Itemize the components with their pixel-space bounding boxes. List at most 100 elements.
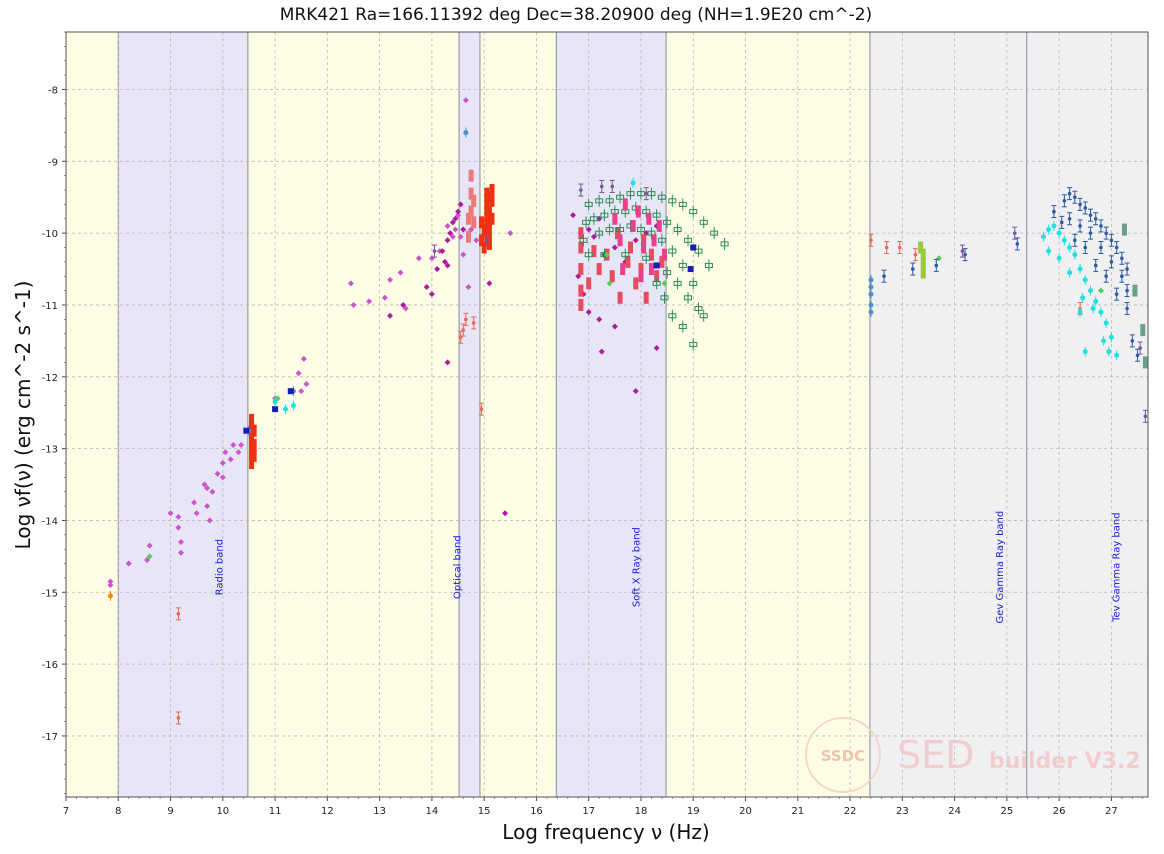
data-point [673,223,682,236]
data-point [647,227,656,240]
data-point [444,262,451,269]
point-marker [1073,238,1077,243]
point-marker [479,407,484,411]
data-point [678,320,687,333]
data-point [107,582,114,589]
data-point [484,219,490,232]
x-tick-label: 15 [478,806,491,817]
data-point [457,233,464,240]
data-point [668,245,677,258]
point-marker [699,313,708,319]
data-point [1142,409,1148,423]
data-point [249,456,255,469]
point-marker [125,560,132,567]
data-point [486,280,493,287]
data-point [204,503,211,510]
data-point [484,209,490,222]
point-marker [868,284,874,290]
point-marker [486,205,492,218]
data-point [1098,240,1104,254]
data-point [462,97,469,104]
point-marker [1138,346,1142,350]
data-point [468,169,474,182]
data-point [609,270,615,283]
point-marker [441,258,448,265]
point-marker [489,184,495,197]
data-point [699,216,708,229]
point-marker [204,503,211,510]
point-marker [570,212,577,219]
data-point [633,277,639,290]
data-point [591,245,597,258]
point-marker [611,323,618,330]
data-point [1093,258,1099,272]
point-marker [1059,220,1064,225]
data-point [1059,215,1065,229]
data-point [1082,240,1088,254]
point-marker [444,237,451,244]
watermark: SSDC SED builder V3.2 [805,717,1141,793]
data-point [227,456,234,463]
data-point [387,312,394,319]
point-marker [1052,209,1056,214]
data-point [230,442,237,449]
point-marker [107,578,114,585]
data-point [578,227,584,240]
band-region [666,32,870,797]
point-marker [249,442,255,455]
point-marker [661,248,667,261]
data-point [1056,228,1062,239]
data-point [606,280,613,287]
point-marker [578,298,584,311]
data-point [684,234,693,247]
point-marker [699,219,708,225]
point-marker [366,298,373,305]
y-tick-label: -17 [42,732,58,743]
data-point [617,291,623,304]
data-point [616,223,625,236]
x-tick-label: 12 [321,806,334,817]
point-marker [1082,349,1088,355]
point-marker [1046,227,1052,233]
point-marker [578,284,584,297]
data-point [1098,307,1104,318]
point-marker [249,435,255,448]
data-point [628,241,634,254]
point-marker [468,205,474,218]
point-marker [661,280,668,287]
point-marker [582,219,591,225]
point-marker [963,252,967,257]
data-point [1108,255,1114,269]
point-marker [690,244,697,251]
point-marker [647,230,656,236]
data-point [920,248,926,261]
y-tick-label: -10 [42,229,58,240]
data-point [249,428,255,441]
data-point [486,216,492,229]
data-point [177,539,184,545]
point-marker [455,212,462,219]
data-point [656,219,662,232]
data-point [582,216,591,229]
point-marker [598,348,605,355]
data-point [283,404,289,415]
data-point [678,198,687,211]
point-marker [1093,263,1098,268]
point-marker [579,237,588,243]
point-marker [415,255,422,262]
point-marker [175,513,182,520]
point-marker [578,227,584,240]
point-marker [689,209,698,215]
data-point [699,309,708,322]
data-point [1103,317,1109,328]
data-point [621,248,630,261]
point-marker [452,215,459,222]
point-marker [1114,245,1119,250]
point-marker [227,456,234,463]
data-point [694,302,703,315]
data-point [641,241,647,254]
point-marker [663,270,672,276]
point-marker [1088,231,1093,235]
watermark-logo: SSDC [821,747,865,765]
point-marker [585,226,592,233]
